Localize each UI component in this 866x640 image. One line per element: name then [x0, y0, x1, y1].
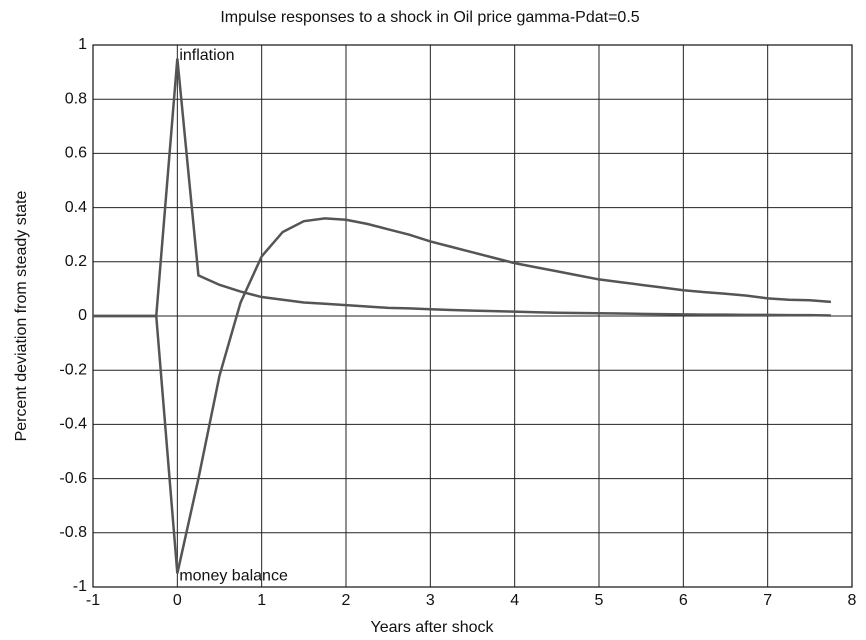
y-tick-label: 0.4: [65, 199, 87, 216]
x-tick-label: 3: [426, 592, 435, 609]
series-line: [93, 217, 832, 574]
y-tick-label: -1: [73, 578, 87, 595]
y-tick-label: -0.4: [59, 416, 87, 433]
x-tick-label: 0: [173, 592, 182, 609]
y-tick-label: -0.2: [59, 361, 87, 378]
x-axis-label: Years after shock: [370, 619, 494, 636]
y-tick-label: -0.6: [59, 470, 87, 487]
annotation: inflation: [179, 47, 234, 64]
x-tick-label: 7: [763, 592, 772, 609]
annotation: money balance: [179, 567, 288, 584]
chart-title: Impulse responses to a shock in Oil pric…: [220, 9, 639, 26]
x-tick-label: 1: [257, 592, 266, 609]
y-tick-label: -0.8: [59, 524, 87, 541]
y-tick-label: 0: [78, 307, 87, 324]
y-tick-label: 0.2: [65, 253, 87, 270]
y-tick-label: 1: [78, 36, 87, 53]
x-tick-label: 8: [848, 592, 857, 609]
y-axis-label: Percent deviation from steady state: [13, 191, 30, 442]
x-tick-label: -1: [86, 592, 100, 609]
x-tick-label: 5: [595, 592, 604, 609]
x-tick-label: 4: [510, 592, 519, 609]
y-tick-label: 0.6: [65, 145, 87, 162]
x-tick-label: 2: [342, 592, 351, 609]
series-line: [93, 58, 831, 318]
x-tick-label: 6: [679, 592, 688, 609]
y-tick-label: 0.8: [65, 90, 87, 107]
